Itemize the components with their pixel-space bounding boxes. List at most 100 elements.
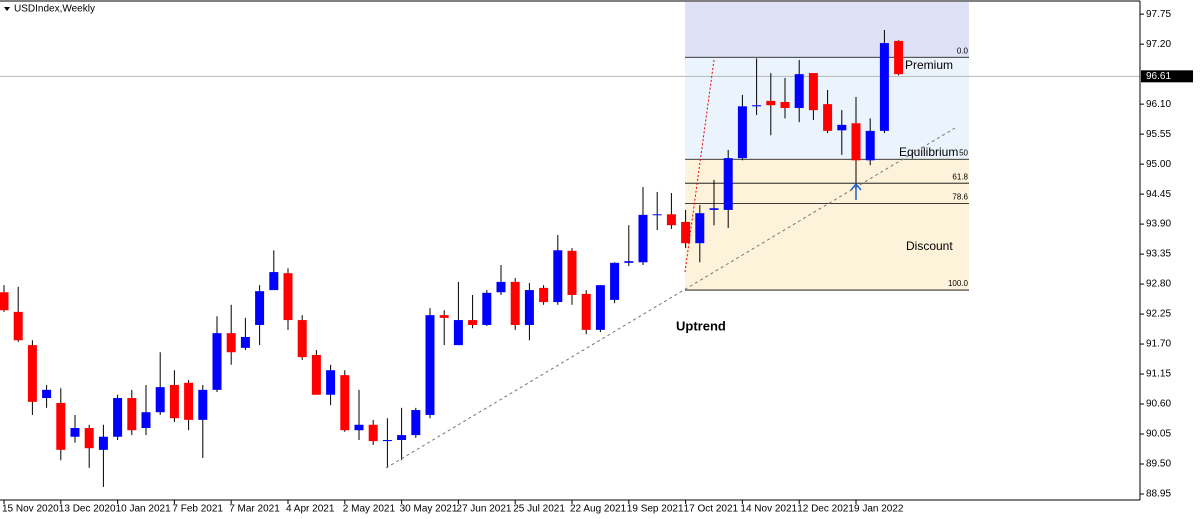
candle-body xyxy=(368,424,378,442)
y-tick-label: 96.10 xyxy=(1146,99,1171,110)
x-tick-label: 4 Apr 2021 xyxy=(286,504,335,515)
candle-body xyxy=(666,214,676,226)
y-tick-label: 92.80 xyxy=(1146,279,1171,290)
candle-body xyxy=(851,123,861,161)
candle-body xyxy=(567,250,577,295)
candle-body xyxy=(695,213,705,244)
candle-body xyxy=(397,435,407,441)
fib-label: 78.6 xyxy=(952,192,968,201)
candle-body xyxy=(439,315,449,318)
zone-label: Equilibrium xyxy=(899,145,958,159)
candle-body xyxy=(780,101,790,108)
zone-label: Discount xyxy=(906,239,953,253)
x-tick-label: 13 Dec 2020 xyxy=(59,504,116,515)
y-tick-label: 94.45 xyxy=(1146,189,1171,200)
candle-body xyxy=(84,428,94,449)
candle-body xyxy=(42,389,52,399)
fib-label: 50 xyxy=(959,148,968,157)
fib-label: 0.0 xyxy=(957,46,969,55)
y-tick-label: 88.95 xyxy=(1146,489,1171,500)
candle-body xyxy=(737,106,747,159)
candle-body xyxy=(212,333,222,390)
candle-body xyxy=(581,293,591,330)
candle-body xyxy=(56,402,66,450)
y-tick-label: 91.15 xyxy=(1146,369,1171,380)
y-tick-label: 90.05 xyxy=(1146,429,1171,440)
y-tick-label: 97.75 xyxy=(1146,9,1171,20)
x-tick-label: 22 Aug 2021 xyxy=(570,504,627,515)
candle-body xyxy=(595,285,605,330)
y-tick-label: 95.55 xyxy=(1146,129,1171,140)
candle-body xyxy=(823,104,833,131)
x-tick-label: 9 Jan 2022 xyxy=(854,504,904,515)
candle-body xyxy=(27,345,37,402)
candle-body xyxy=(255,291,265,325)
candle-body xyxy=(127,398,137,431)
chart-title: USDIndex,Weekly xyxy=(14,4,95,15)
x-tick-label: 7 Mar 2021 xyxy=(229,504,280,515)
candle-body xyxy=(879,43,889,131)
y-tick-label: 95.00 xyxy=(1146,159,1171,170)
candle-body xyxy=(141,412,151,429)
candle-body xyxy=(184,382,194,420)
annotation: Uptrend xyxy=(676,318,726,333)
x-tick-label: 14 Nov 2021 xyxy=(740,504,797,515)
marks: 0.0 50 61.8 78.6 100.0 xyxy=(0,29,1140,487)
candle-body xyxy=(709,208,719,210)
x-tick-label: 10 Jan 2021 xyxy=(116,504,171,515)
y-tick-label: 93.35 xyxy=(1146,249,1171,260)
y-tick-label: 92.25 xyxy=(1146,309,1171,320)
last-price-label: 96.61 xyxy=(1146,71,1171,82)
candle-body xyxy=(198,389,208,420)
candle-body xyxy=(865,130,875,161)
candle-body xyxy=(411,410,421,436)
candle-body xyxy=(0,292,9,311)
candle-body xyxy=(326,370,336,395)
x-tick-label: 17 Oct 2021 xyxy=(684,504,739,515)
x-tick-label: 7 Feb 2021 xyxy=(172,504,223,515)
y-tick-label: 93.90 xyxy=(1146,219,1171,230)
candle-body xyxy=(610,262,620,300)
candle-body xyxy=(240,336,250,348)
candle-body xyxy=(311,354,321,395)
candle-body xyxy=(794,74,804,108)
candle-body xyxy=(13,311,23,341)
candle-body xyxy=(113,398,123,437)
candle-body xyxy=(226,333,236,353)
x-tick-label: 30 May 2021 xyxy=(400,504,458,515)
premium-top-zone xyxy=(685,2,969,57)
x-tick-label: 15 Nov 2020 xyxy=(2,504,59,515)
candle-body xyxy=(837,124,847,131)
candle-body xyxy=(766,100,776,106)
trend-line xyxy=(385,127,956,469)
x-tick-label: 25 Jul 2021 xyxy=(513,504,565,515)
candle-body xyxy=(382,440,392,442)
candle-body xyxy=(98,436,108,450)
arrow xyxy=(850,182,862,200)
y-tick-label: 91.70 xyxy=(1146,339,1171,350)
candle-body xyxy=(510,281,520,325)
candle-body xyxy=(468,320,478,325)
y-tick-label: 97.20 xyxy=(1146,39,1171,50)
candle-body xyxy=(894,40,904,75)
candle-body xyxy=(638,214,648,263)
fib-label: 61.8 xyxy=(952,172,968,181)
menu-triangle xyxy=(4,7,10,11)
candle-body xyxy=(70,428,80,437)
x-tick-label: 27 Jun 2021 xyxy=(456,504,511,515)
candle-body xyxy=(283,273,293,321)
y-tick-label: 89.50 xyxy=(1146,459,1171,470)
candle-body xyxy=(553,250,563,303)
candle-body xyxy=(681,221,691,244)
last-price-box xyxy=(1141,70,1193,83)
candle-body xyxy=(354,424,364,431)
y-tick-label: 90.60 xyxy=(1146,399,1171,410)
candle-body xyxy=(808,73,818,111)
candle-body xyxy=(269,272,279,291)
candle-body xyxy=(297,320,307,358)
x-tick-label: 19 Sep 2021 xyxy=(627,504,684,515)
candle-body xyxy=(539,287,549,303)
x-tick-label: 12 Dec 2021 xyxy=(797,504,854,515)
candle-body xyxy=(652,214,662,216)
zone-label: Premium xyxy=(905,58,953,72)
